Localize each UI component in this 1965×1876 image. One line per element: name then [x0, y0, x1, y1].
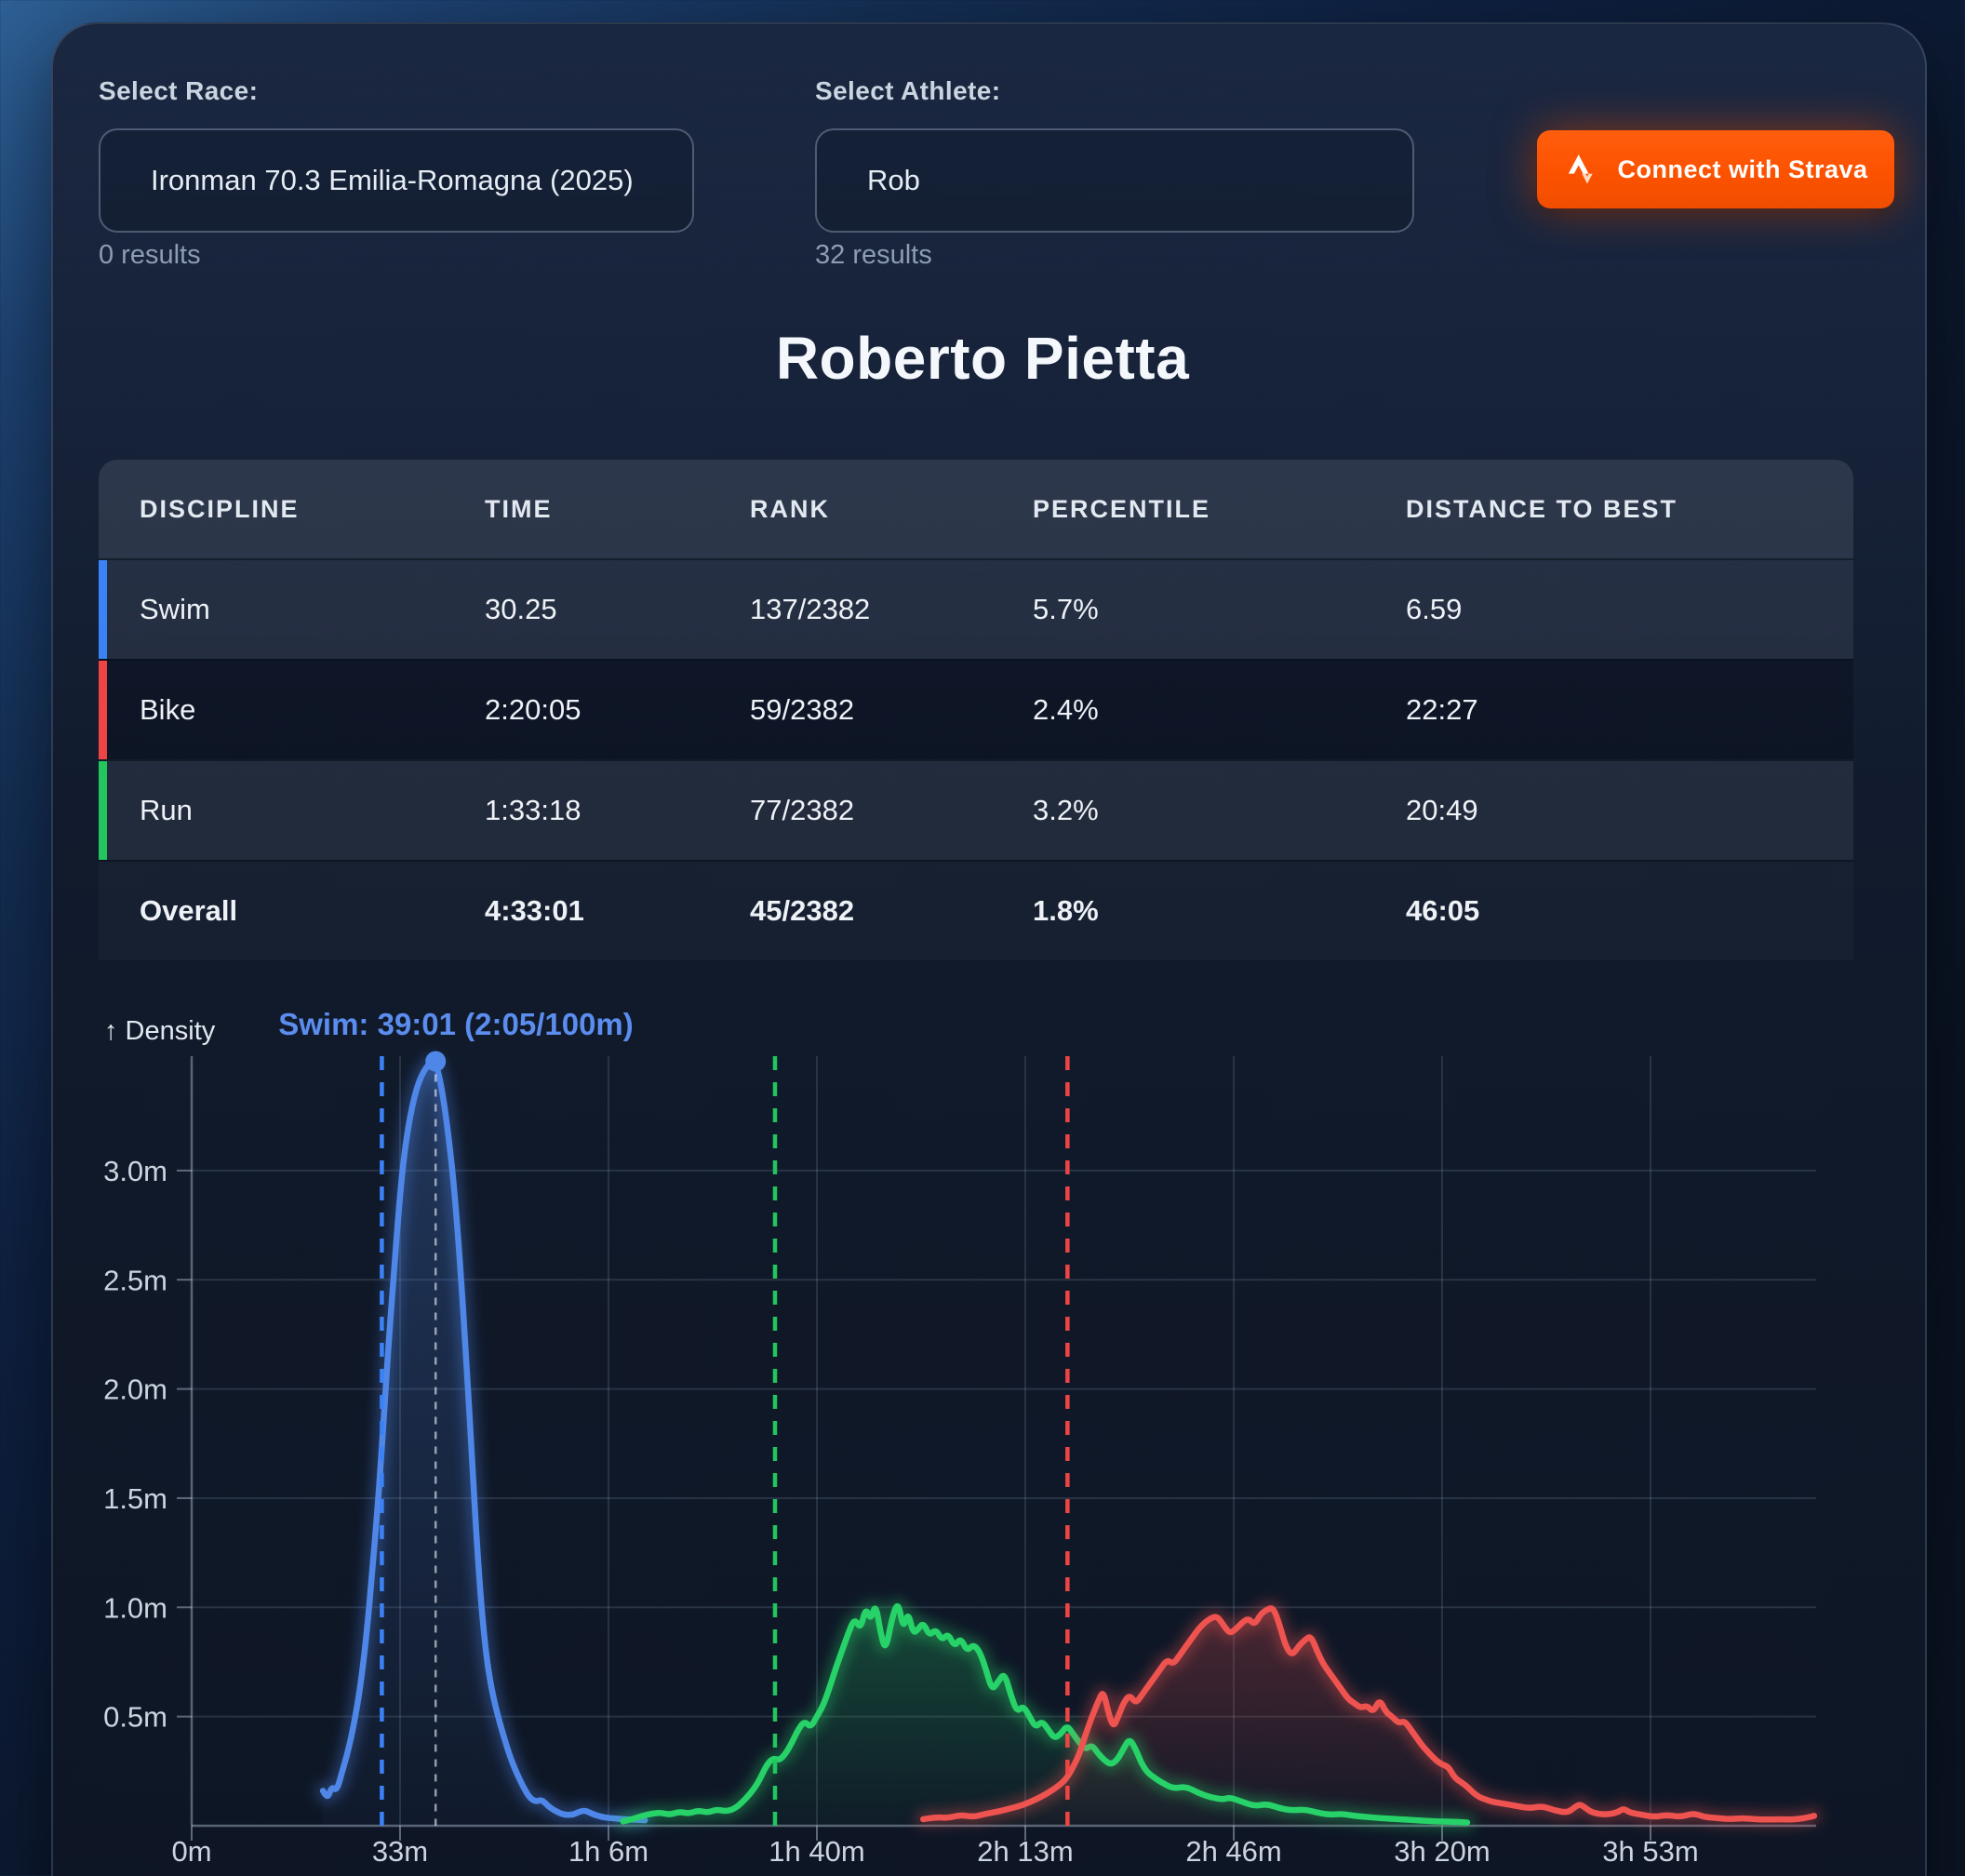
table-header-row: DISCIPLINE TIME RANK PERCENTILE DISTANCE…: [99, 460, 1853, 558]
cell-discipline: Swim: [140, 593, 210, 625]
chart-athlete-markers: [380, 1051, 1070, 1826]
race-select-input[interactable]: [99, 128, 694, 233]
col-header-rank: RANK: [750, 494, 830, 523]
col-header-discipline: DISCIPLINE: [140, 494, 300, 523]
cell-time: 1:33:18: [485, 794, 581, 826]
svg-text:0m: 0m: [171, 1835, 211, 1868]
cell-percentile: 3.2%: [1033, 794, 1099, 826]
run-accent-bar: [99, 761, 107, 860]
cell-distance-to-best: 22:27: [1406, 693, 1478, 726]
cell-time: 4:33:01: [485, 894, 584, 927]
cell-distance-to-best: 20:49: [1406, 794, 1478, 826]
race-results-count: 0 results: [99, 240, 201, 270]
table-row-swim[interactable]: Swim 30.25 137/2382 5.7% 6.59: [99, 558, 1853, 659]
svg-text:1h 40m: 1h 40m: [769, 1835, 864, 1868]
svg-text:0.5m: 0.5m: [103, 1701, 167, 1734]
strava-logo-icon: [1563, 151, 1600, 188]
athlete-name-title: Roberto Pietta: [775, 325, 1190, 392]
svg-text:2.0m: 2.0m: [103, 1374, 167, 1406]
cell-discipline: Run: [140, 794, 193, 826]
results-table: DISCIPLINE TIME RANK PERCENTILE DISTANCE…: [99, 460, 1853, 960]
svg-text:1h 6m: 1h 6m: [568, 1835, 648, 1868]
table-row-run[interactable]: Run 1:33:18 77/2382 3.2% 20:49: [99, 759, 1853, 860]
svg-text:1.5m: 1.5m: [103, 1482, 167, 1515]
cell-time: 2:20:05: [485, 693, 581, 726]
cell-discipline: Bike: [140, 693, 196, 726]
cell-rank: 45/2382: [750, 894, 855, 927]
cell-rank: 137/2382: [750, 593, 871, 625]
table-row-bike[interactable]: Bike 2:20:05 59/2382 2.4% 22:27: [99, 659, 1853, 759]
swim-accent-bar: [99, 560, 107, 659]
svg-text:3h 53m: 3h 53m: [1602, 1835, 1698, 1868]
svg-text:2.5m: 2.5m: [103, 1264, 167, 1296]
cell-percentile: 2.4%: [1033, 693, 1099, 726]
connect-strava-button[interactable]: Connect with Strava: [1537, 130, 1894, 208]
svg-text:33m: 33m: [372, 1835, 428, 1868]
table-row-overall[interactable]: Overall 4:33:01 45/2382 1.8% 46:05: [99, 860, 1853, 960]
svg-text:2h 13m: 2h 13m: [977, 1835, 1073, 1868]
cell-percentile: 1.8%: [1033, 894, 1099, 927]
svg-text:3.0m: 3.0m: [103, 1155, 167, 1187]
chart-axis-tick-labels: 0m 33m 1h 6m 1h 40m 2h 13m 2h 46m 3h 20m 3h 53m…: [103, 1155, 1699, 1868]
chart-density-curves: [315, 1054, 1822, 1830]
col-header-distance-to-best: DISTANCE TO BEST: [1406, 494, 1678, 523]
athlete-select-label: Select Athlete:: [815, 76, 1001, 105]
cell-time: 30.25: [485, 593, 557, 625]
chart-hover-tooltip: Swim: 39:01 (2:05/100m): [278, 1007, 634, 1041]
svg-text:1.0m: 1.0m: [103, 1591, 167, 1624]
overall-accent-bar: [99, 862, 107, 960]
col-header-time: TIME: [485, 494, 553, 523]
col-header-percentile: PERCENTILE: [1033, 494, 1211, 523]
strava-button-label: Connect with Strava: [1617, 154, 1868, 183]
race-select-label: Select Race:: [99, 76, 259, 105]
density-axis-label: ↑ Density: [104, 1016, 216, 1046]
density-chart[interactable]: 0m 33m 1h 6m 1h 40m 2h 13m 2h 46m 3h 20m 3h 53m…: [0, 992, 1965, 1876]
athlete-results-count: 32 results: [815, 240, 932, 270]
svg-text:2h 46m: 2h 46m: [1185, 1835, 1281, 1868]
cell-distance-to-best: 6.59: [1406, 593, 1463, 625]
athlete-select-input[interactable]: [815, 128, 1414, 233]
cell-rank: 77/2382: [750, 794, 855, 826]
main-panel: [51, 22, 1927, 1876]
cell-discipline: Overall: [140, 894, 238, 927]
cell-rank: 59/2382: [750, 693, 855, 726]
svg-text:3h 20m: 3h 20m: [1394, 1835, 1490, 1868]
bike-accent-bar: [99, 661, 107, 759]
cell-percentile: 5.7%: [1033, 593, 1099, 625]
cell-distance-to-best: 46:05: [1406, 894, 1480, 927]
